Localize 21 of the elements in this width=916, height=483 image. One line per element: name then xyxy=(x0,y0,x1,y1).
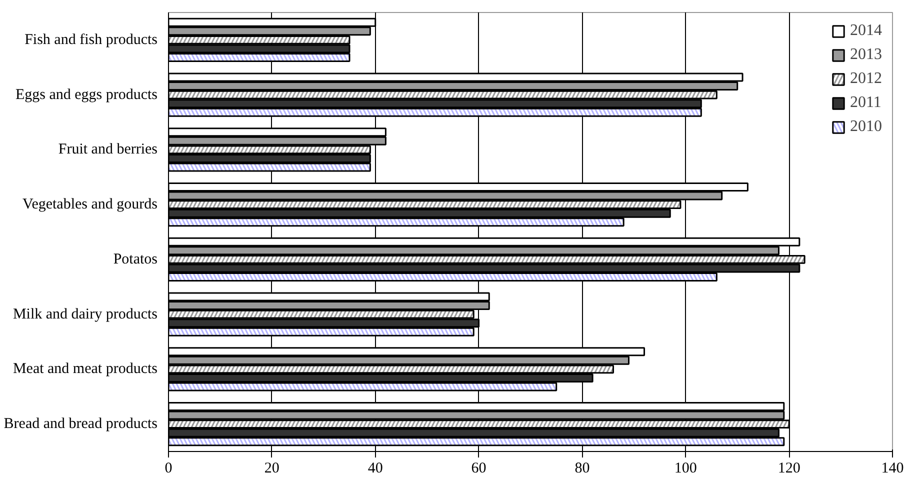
y-tick-label: Meat and meat products xyxy=(12,361,158,378)
legend-label: 2013 xyxy=(850,46,882,64)
y-tick-label: Eggs and eggs products xyxy=(15,86,158,103)
x-tick-label: 120 xyxy=(778,460,800,476)
x-tick-label: 60 xyxy=(471,460,486,476)
y-tick-label: Fish and fish products xyxy=(24,32,158,48)
legend-label: 2014 xyxy=(850,22,882,40)
x-tick-label: 100 xyxy=(674,460,697,476)
legend-label: 2011 xyxy=(850,94,882,112)
x-tick-label: 140 xyxy=(881,460,904,476)
x-tick-label: 40 xyxy=(368,460,383,476)
x-tick-label: 80 xyxy=(574,460,590,476)
legend-label: 2010 xyxy=(850,118,882,136)
y-tick-label: Bread and bread products xyxy=(4,416,158,432)
y-tick-label: Fruit and berries xyxy=(58,142,158,158)
y-tick-label: Milk and dairy products xyxy=(12,306,158,322)
x-tick-label: 20 xyxy=(264,460,280,476)
legend-label: 2012 xyxy=(850,70,882,88)
x-tick-label: 0 xyxy=(164,460,172,476)
y-tick-label: Vegetables and gourds xyxy=(22,196,158,213)
y-tick-label: Potatos xyxy=(113,251,158,268)
